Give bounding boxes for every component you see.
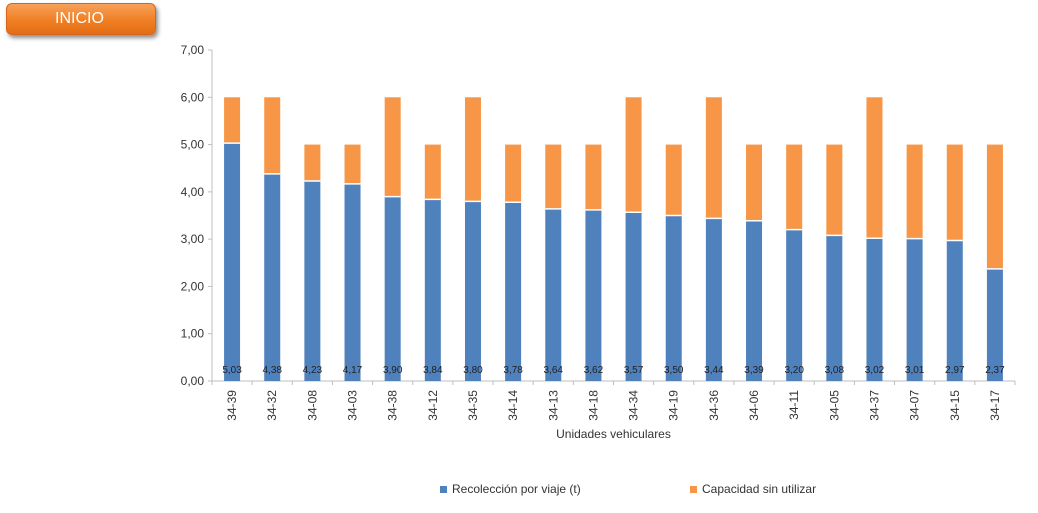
data-label: 3,08 xyxy=(825,365,845,376)
bar-recoleccion xyxy=(746,220,763,381)
x-category-label: 34-14 xyxy=(506,390,520,421)
x-category-label: 34-18 xyxy=(586,390,600,421)
x-category-label: 34-13 xyxy=(546,390,560,421)
data-label: 3,62 xyxy=(584,365,604,376)
x-category-label: 34-32 xyxy=(265,390,279,421)
data-label: 3,50 xyxy=(664,365,684,376)
bar-recoleccion xyxy=(986,268,1003,381)
bar-capacidad xyxy=(424,144,441,200)
bar-capacidad xyxy=(505,144,522,203)
bar-recoleccion xyxy=(705,218,722,381)
data-label: 3,44 xyxy=(704,365,724,376)
data-label: 3,90 xyxy=(383,365,403,376)
legend-item-capacidad: Capacidad sin utilizar xyxy=(690,482,816,496)
bar-recoleccion xyxy=(424,199,441,381)
bar-capacidad xyxy=(384,97,401,197)
bar-recoleccion xyxy=(464,201,481,381)
bar-capacidad xyxy=(986,144,1003,269)
x-category-label: 34-34 xyxy=(627,390,641,421)
x-category-label: 34-07 xyxy=(908,390,922,421)
bar-capacidad xyxy=(746,144,763,221)
bar-recoleccion xyxy=(545,208,562,381)
x-category-label: 34-38 xyxy=(386,390,400,421)
y-tick-label: 1,00 xyxy=(181,327,205,341)
data-label: 3,64 xyxy=(544,365,564,376)
inicio-button[interactable]: INICIO xyxy=(6,3,156,35)
data-label: 3,57 xyxy=(624,365,644,376)
y-tick-label: 0,00 xyxy=(181,374,205,388)
bar-recoleccion xyxy=(384,196,401,381)
legend-swatch-blue xyxy=(440,485,447,493)
bar-capacidad xyxy=(464,97,481,202)
x-category-label: 34-11 xyxy=(787,390,801,420)
x-category-label: 34-37 xyxy=(867,390,881,421)
data-label: 4,23 xyxy=(303,365,323,376)
bar-recoleccion xyxy=(946,240,963,381)
data-label: 3,39 xyxy=(744,365,764,376)
data-label: 3,02 xyxy=(865,365,885,376)
legend-swatch-orange xyxy=(690,485,697,493)
bar-capacidad xyxy=(786,144,803,230)
bar-capacidad xyxy=(264,97,281,174)
bar-capacidad xyxy=(866,97,883,239)
y-tick-label: 2,00 xyxy=(181,279,205,293)
bar-recoleccion xyxy=(224,143,241,381)
x-category-label: 34-39 xyxy=(225,390,239,421)
bar-recoleccion xyxy=(505,202,522,381)
bar-recoleccion xyxy=(786,229,803,381)
bar-recoleccion xyxy=(906,238,923,381)
bar-recoleccion xyxy=(585,209,602,381)
bar-capacidad xyxy=(344,144,361,184)
bar-capacidad xyxy=(585,144,602,210)
x-category-label: 34-05 xyxy=(827,390,841,421)
bar-recoleccion xyxy=(264,173,281,381)
bar-recoleccion xyxy=(625,212,642,381)
x-category-label: 34-03 xyxy=(346,390,360,421)
bar-capacidad xyxy=(545,144,562,209)
x-category-label: 34-17 xyxy=(988,390,1002,421)
data-label: 2,97 xyxy=(945,365,965,376)
bar-recoleccion xyxy=(826,235,843,381)
legend-item-recoleccion: Recolección por viaje (t) xyxy=(440,482,581,496)
y-tick-label: 4,00 xyxy=(181,185,205,199)
bar-recoleccion xyxy=(304,180,321,381)
data-label: 4,38 xyxy=(262,365,282,376)
data-label: 3,84 xyxy=(423,365,443,376)
x-category-label: 34-06 xyxy=(747,390,761,421)
y-tick-label: 7,00 xyxy=(181,43,205,57)
bar-capacidad xyxy=(906,144,923,239)
bar-recoleccion xyxy=(665,215,682,381)
data-label: 3,80 xyxy=(463,365,483,376)
data-label: 2,37 xyxy=(985,365,1005,376)
x-category-label: 34-15 xyxy=(948,390,962,421)
x-category-label: 34-12 xyxy=(426,390,440,421)
bar-capacidad xyxy=(625,97,642,213)
y-tick-label: 5,00 xyxy=(181,138,205,152)
data-label: 4,17 xyxy=(343,365,363,376)
data-label: 3,78 xyxy=(503,365,523,376)
stacked-bar-chart: 0,00 1,00 2,00 3,00 4,00 5,00 6,00 7,00 5,03 34-3… xyxy=(181,43,1016,441)
bar-capacidad xyxy=(705,97,722,219)
x-category-label: 34-19 xyxy=(667,390,681,421)
bar-capacidad xyxy=(224,97,241,144)
data-label: 5,03 xyxy=(222,365,242,376)
legend-label-capacidad: Capacidad sin utilizar xyxy=(702,482,817,496)
data-label: 3,01 xyxy=(905,365,925,376)
x-axis-title: Unidades vehiculares xyxy=(556,427,671,441)
x-category-label: 34-35 xyxy=(466,390,480,421)
y-tick-label: 3,00 xyxy=(181,232,205,246)
y-tick-label: 6,00 xyxy=(181,90,205,104)
data-label: 3,20 xyxy=(784,365,804,376)
x-category-label: 34-08 xyxy=(305,390,319,421)
bar-capacidad xyxy=(665,144,682,216)
bar-recoleccion xyxy=(344,183,361,381)
legend-label-recoleccion: Recolección por viaje (t) xyxy=(452,482,581,496)
bar-capacidad xyxy=(304,144,321,181)
bar-capacidad xyxy=(826,144,843,236)
bar-capacidad xyxy=(946,144,963,241)
bar-recoleccion xyxy=(866,238,883,381)
x-category-label: 34-36 xyxy=(707,390,721,421)
